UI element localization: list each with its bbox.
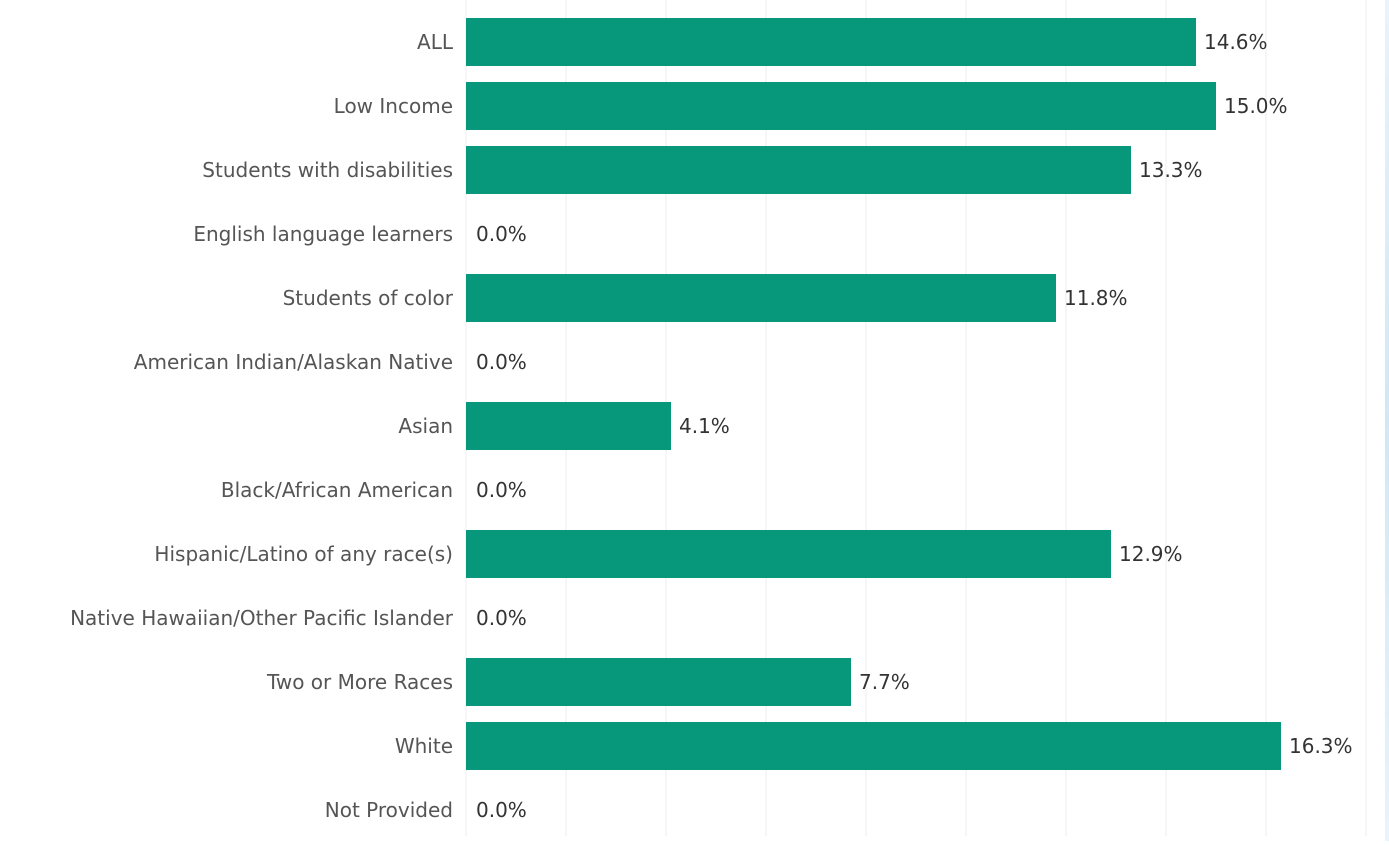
value-label: 14.6% bbox=[1204, 30, 1268, 54]
value-label: 4.1% bbox=[679, 414, 730, 438]
category-label: Students with disabilities bbox=[202, 158, 453, 182]
category-label: English language learners bbox=[193, 222, 453, 246]
category-label: Low Income bbox=[334, 94, 453, 118]
value-label: 12.9% bbox=[1119, 542, 1183, 566]
value-label: 11.8% bbox=[1064, 286, 1128, 310]
category-label: White bbox=[395, 734, 453, 758]
category-label: American Indian/Alaskan Native bbox=[134, 350, 453, 374]
value-label: 0.0% bbox=[476, 606, 527, 630]
category-label: Hispanic/Latino of any race(s) bbox=[154, 542, 453, 566]
bar[interactable] bbox=[466, 658, 851, 706]
bar[interactable] bbox=[466, 18, 1196, 66]
bar[interactable] bbox=[466, 722, 1281, 770]
decorative-edge bbox=[1385, 0, 1389, 841]
value-label: 13.3% bbox=[1139, 158, 1203, 182]
value-label: 0.0% bbox=[476, 798, 527, 822]
bar[interactable] bbox=[466, 82, 1216, 130]
bar[interactable] bbox=[466, 274, 1056, 322]
bar[interactable] bbox=[466, 146, 1131, 194]
value-label: 0.0% bbox=[476, 478, 527, 502]
value-label: 7.7% bbox=[859, 670, 910, 694]
category-label: Native Hawaiian/Other Pacific Islander bbox=[70, 606, 454, 630]
value-label: 0.0% bbox=[476, 350, 527, 374]
category-labels: ALL Low Income Students with disabilities E… bbox=[70, 30, 454, 822]
category-label: ALL bbox=[417, 30, 454, 54]
category-label: Black/African American bbox=[221, 478, 453, 502]
value-label: 15.0% bbox=[1224, 94, 1288, 118]
category-label: Two or More Races bbox=[266, 670, 453, 694]
bar[interactable] bbox=[466, 530, 1111, 578]
value-label: 16.3% bbox=[1289, 734, 1353, 758]
bar[interactable] bbox=[466, 402, 671, 450]
bars bbox=[466, 18, 1281, 770]
category-label: Asian bbox=[398, 414, 453, 438]
value-labels: 14.6% 15.0% 13.3% 0.0% 11.8% 0.0% 4.1% 0.0% 12.9… bbox=[476, 30, 1353, 822]
category-label: Students of color bbox=[283, 286, 454, 310]
value-label: 0.0% bbox=[476, 222, 527, 246]
gridlines bbox=[465, 0, 1367, 836]
category-label: Not Provided bbox=[325, 798, 453, 822]
